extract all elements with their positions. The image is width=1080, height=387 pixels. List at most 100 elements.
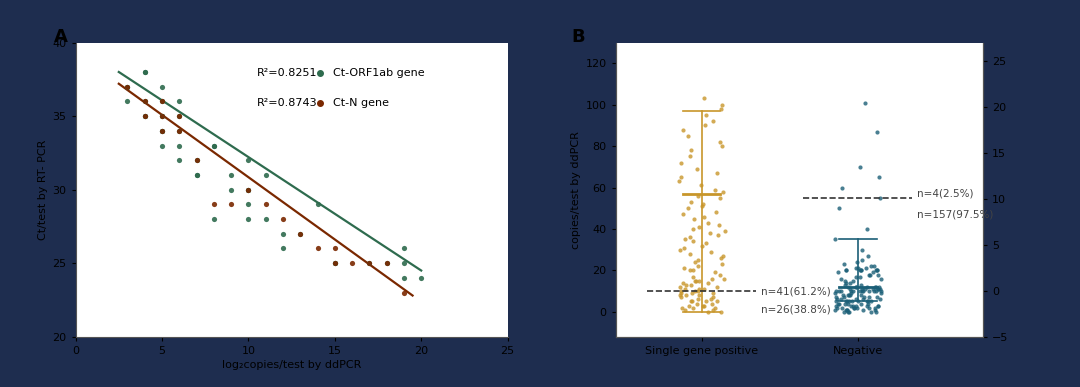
Point bbox=[862, 309, 879, 315]
Point bbox=[860, 298, 877, 305]
Point bbox=[205, 142, 222, 149]
Point bbox=[837, 300, 854, 307]
Point bbox=[828, 296, 846, 303]
Point bbox=[867, 284, 885, 290]
Point bbox=[696, 286, 713, 292]
Point bbox=[677, 282, 694, 288]
Point bbox=[852, 267, 869, 274]
Point bbox=[681, 234, 699, 240]
Point bbox=[836, 294, 853, 300]
Point bbox=[850, 265, 867, 271]
Point bbox=[685, 238, 702, 245]
Point bbox=[685, 305, 702, 311]
Point bbox=[860, 294, 877, 300]
Point bbox=[683, 282, 700, 288]
Point bbox=[848, 284, 865, 290]
Point bbox=[136, 69, 153, 75]
Point bbox=[326, 260, 343, 266]
Point bbox=[833, 288, 850, 294]
Point bbox=[852, 267, 869, 274]
Point bbox=[848, 305, 865, 311]
Point bbox=[712, 271, 729, 277]
Point bbox=[715, 276, 732, 282]
Point bbox=[706, 187, 724, 193]
Point bbox=[205, 201, 222, 207]
Point bbox=[869, 271, 887, 277]
Point bbox=[847, 303, 864, 309]
Point bbox=[849, 298, 866, 305]
Point bbox=[714, 253, 731, 259]
Point bbox=[704, 276, 721, 282]
Point bbox=[834, 292, 851, 298]
Point bbox=[854, 288, 872, 294]
Point bbox=[869, 303, 887, 309]
Point bbox=[697, 298, 714, 305]
Point bbox=[842, 290, 860, 296]
Point bbox=[853, 292, 870, 298]
Point bbox=[343, 260, 361, 266]
Point bbox=[309, 245, 326, 252]
Point bbox=[188, 172, 205, 178]
Point bbox=[119, 84, 136, 90]
Point bbox=[866, 305, 883, 311]
Point bbox=[829, 300, 847, 307]
Point bbox=[703, 300, 720, 307]
Point bbox=[292, 231, 309, 237]
Point bbox=[326, 260, 343, 266]
Point bbox=[670, 178, 687, 185]
Point bbox=[840, 292, 858, 298]
Point bbox=[847, 274, 864, 280]
Point bbox=[707, 209, 725, 216]
Point bbox=[378, 260, 395, 266]
Point bbox=[697, 240, 714, 247]
Text: B: B bbox=[571, 28, 585, 46]
Point bbox=[868, 267, 886, 274]
Point bbox=[837, 280, 854, 286]
Point bbox=[708, 298, 726, 305]
Point bbox=[688, 277, 705, 284]
Text: R²=0.8251: R²=0.8251 bbox=[257, 68, 318, 79]
Point bbox=[674, 305, 691, 311]
Point bbox=[869, 286, 887, 292]
Text: n=26(38.8%): n=26(38.8%) bbox=[761, 305, 831, 315]
Point bbox=[361, 260, 378, 266]
Point bbox=[849, 259, 866, 265]
Point bbox=[847, 284, 864, 290]
Point bbox=[171, 128, 188, 134]
Point bbox=[856, 99, 874, 106]
Point bbox=[841, 280, 859, 286]
Point bbox=[842, 288, 860, 294]
Point bbox=[153, 128, 171, 134]
Point bbox=[240, 216, 257, 222]
Point bbox=[866, 284, 883, 290]
Point bbox=[675, 211, 692, 217]
Point bbox=[685, 216, 702, 222]
Point bbox=[684, 290, 701, 296]
Point bbox=[714, 188, 731, 195]
Point bbox=[690, 288, 707, 294]
Point bbox=[696, 96, 713, 102]
Point bbox=[840, 298, 858, 305]
Point bbox=[833, 276, 850, 282]
Point bbox=[700, 280, 717, 286]
Point bbox=[222, 201, 240, 207]
Point bbox=[681, 267, 699, 274]
Point bbox=[678, 292, 696, 298]
Point bbox=[704, 118, 721, 124]
Point bbox=[872, 286, 889, 292]
Point bbox=[714, 143, 731, 149]
Point bbox=[854, 307, 872, 313]
Point bbox=[856, 265, 874, 271]
Point bbox=[842, 303, 860, 309]
Point bbox=[153, 98, 171, 104]
Point bbox=[326, 245, 343, 252]
Point bbox=[136, 69, 153, 75]
Point bbox=[671, 284, 688, 290]
Point bbox=[859, 284, 876, 290]
Point bbox=[867, 288, 885, 294]
Point bbox=[675, 265, 692, 271]
Point bbox=[676, 307, 693, 313]
X-axis label: log₂copies/test by ddPCR: log₂copies/test by ddPCR bbox=[221, 360, 362, 370]
Point bbox=[696, 303, 713, 309]
Point bbox=[694, 201, 712, 207]
